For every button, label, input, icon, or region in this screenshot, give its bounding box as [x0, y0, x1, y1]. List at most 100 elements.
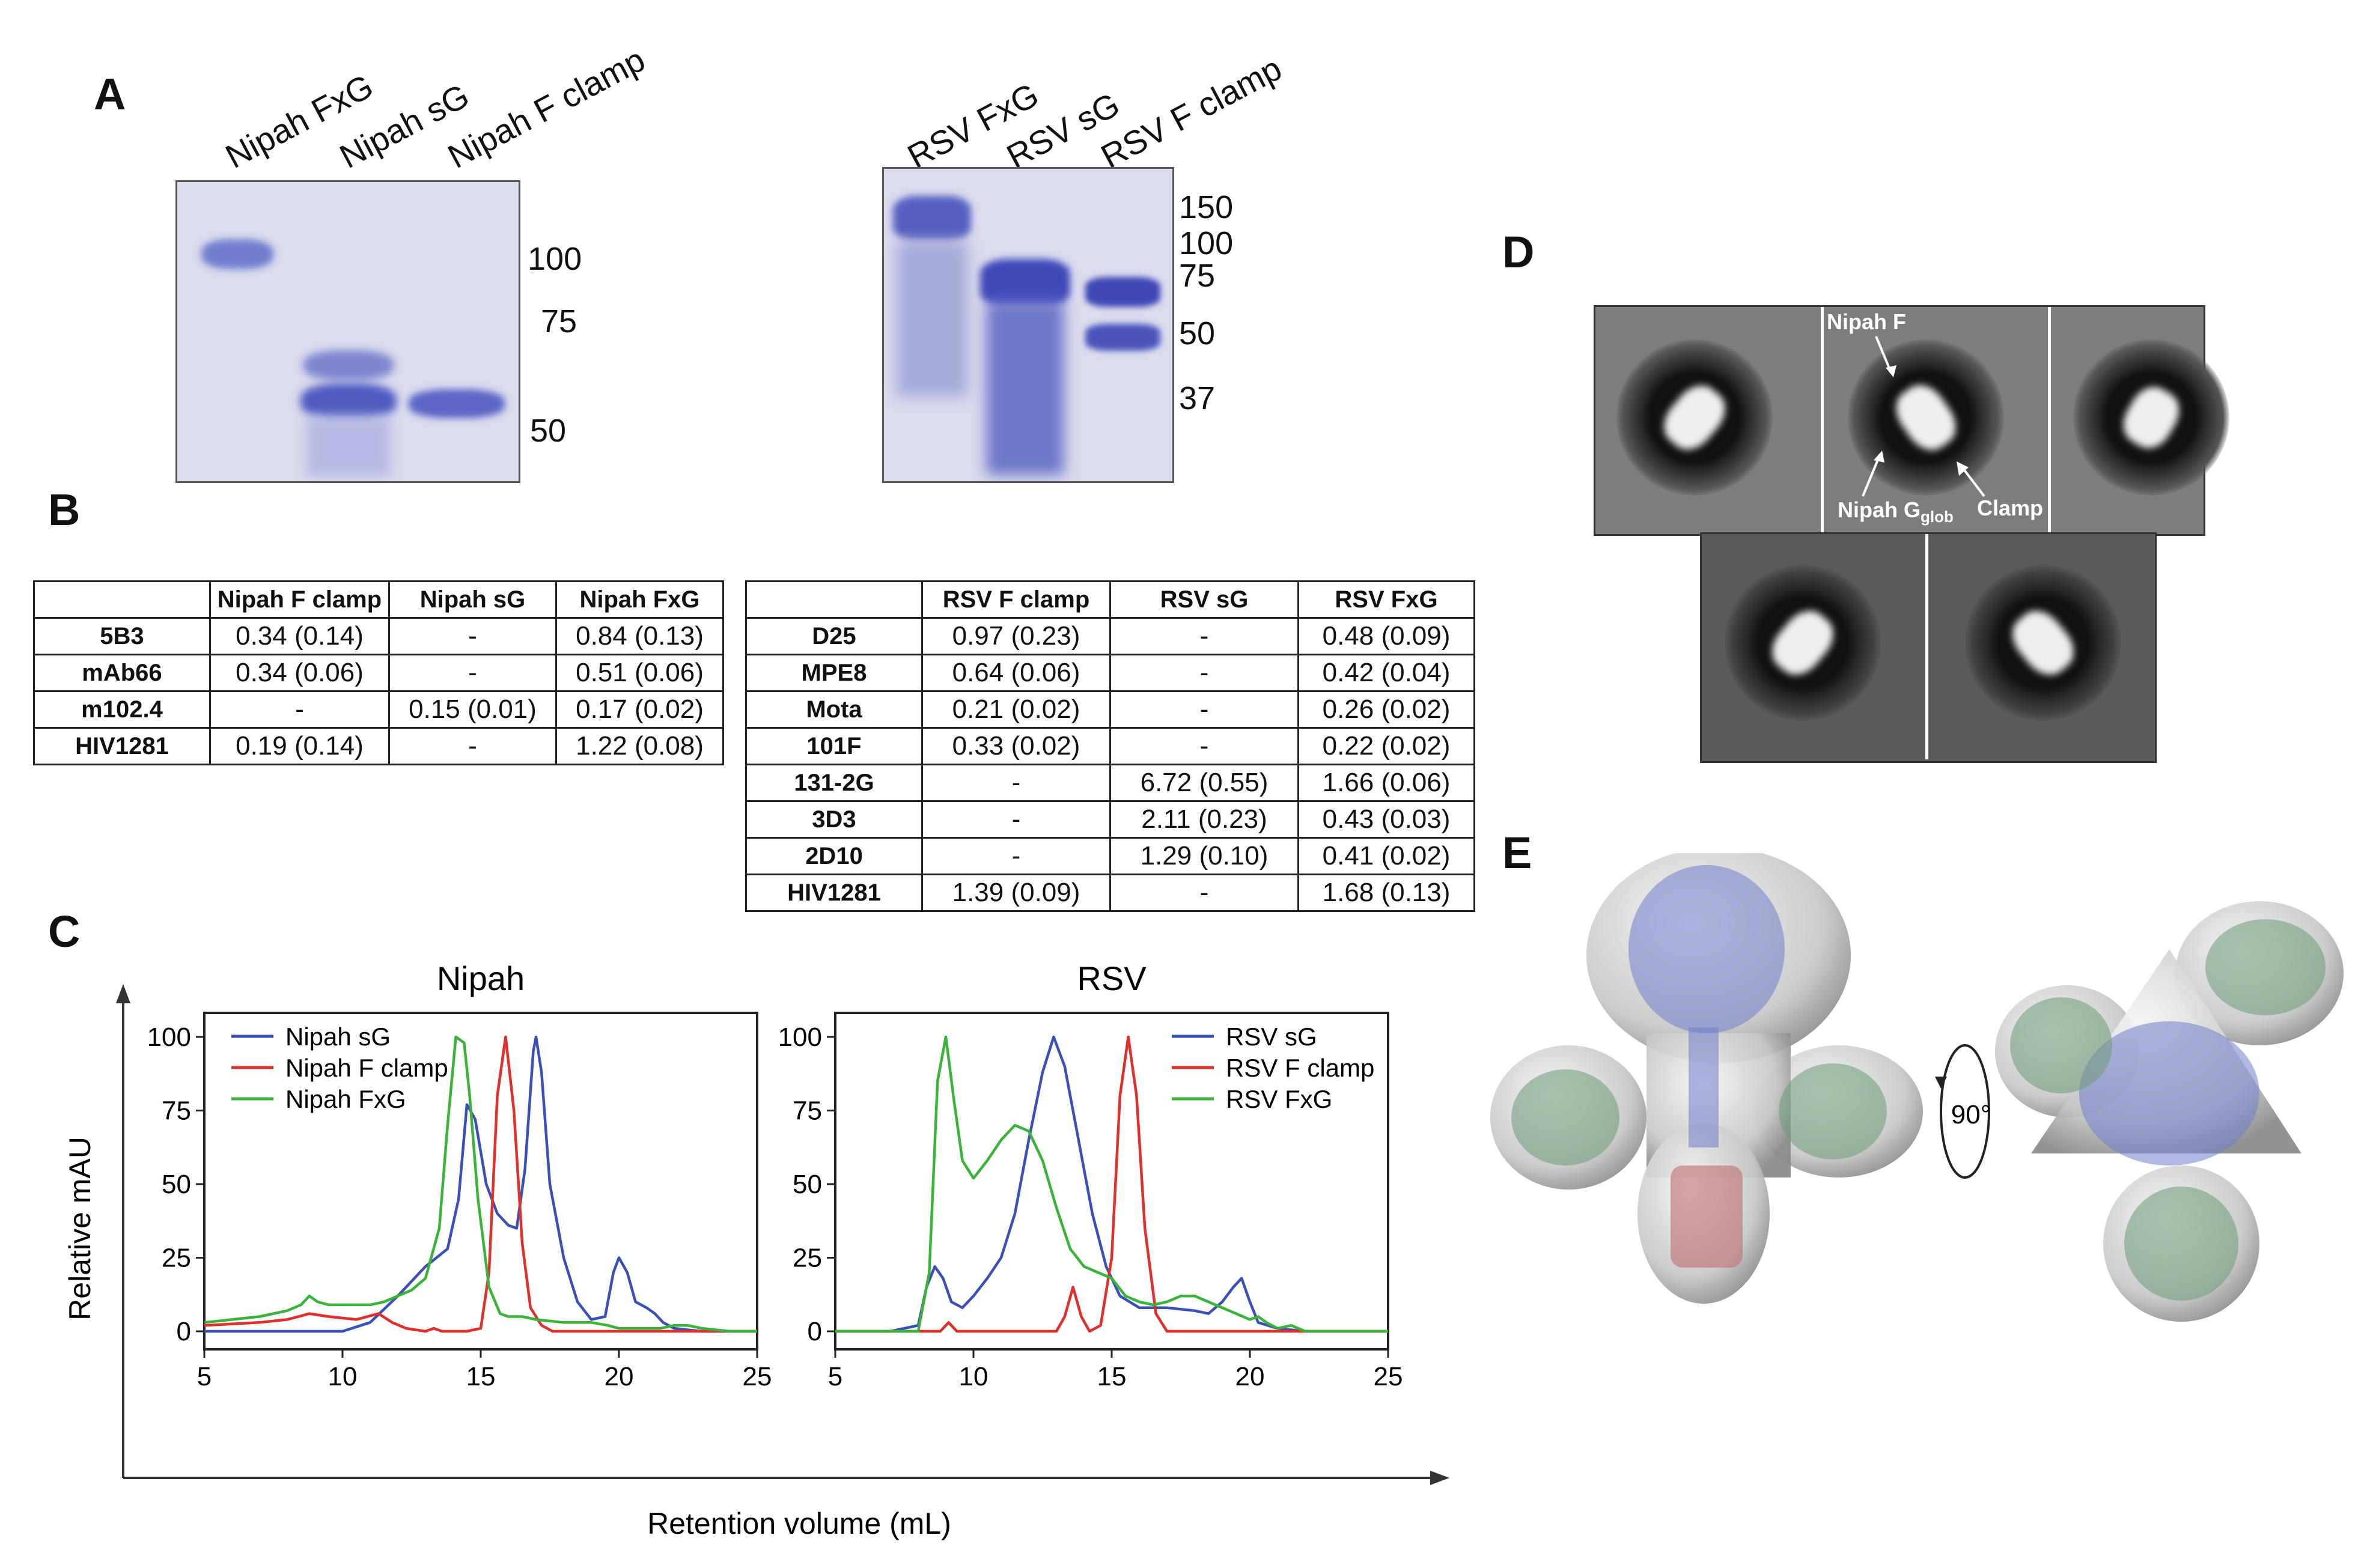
series-line-rsv-sg [835, 1035, 1388, 1333]
gel-rsv-mw-37: 37 [1179, 380, 1216, 416]
table-row-header: Mota [745, 690, 923, 729]
table-cell: 0.26 (0.02) [1297, 690, 1475, 729]
gel-band [409, 389, 505, 418]
y-tick-label: 0 [177, 1317, 191, 1346]
gel-smear [896, 241, 968, 397]
table-cell: 0.41 (0.02) [1297, 837, 1475, 875]
rotation-symbol: 90° [1935, 1044, 1991, 1179]
table-row: 2D10-1.29 (0.10) 0.41 (0.02) [745, 837, 1475, 875]
x-tick-label: 5 [197, 1362, 212, 1391]
series-line-nipah-sg [204, 1035, 757, 1333]
gel-rsv-mw-50: 50 [1179, 315, 1216, 351]
gel-rsv-mw-150: 150 [1179, 189, 1234, 225]
legend-label: RSV F clamp [1226, 1054, 1374, 1082]
x-tick-label: 25 [1374, 1362, 1403, 1391]
gel-nipah-mw-100: 100 [528, 241, 582, 277]
table-cell: - [1109, 874, 1299, 912]
x-tick-label: 5 [828, 1362, 842, 1391]
gel-smear [306, 416, 391, 476]
table-row: MPE8 0.64 (0.06) -0.42 (0.04) [745, 654, 1475, 692]
table-row-header: MPE8 [745, 654, 923, 692]
series-line-rsv-f-clamp [835, 1035, 1388, 1333]
protein-ribbon-stalk [1689, 1027, 1719, 1147]
y-tick-label: 100 [778, 1023, 822, 1052]
table-cell: 1.66 (0.06) [1297, 764, 1475, 802]
table-cell: - [921, 800, 1111, 839]
panel-label-b: B [48, 485, 81, 535]
table-row: 101F 0.33 (0.02) -0.22 (0.02) [745, 727, 1475, 765]
table-header-row: RSV F clamp RSV sG RSV FxG [745, 580, 1475, 619]
table-cell: 1.68 (0.13) [1297, 874, 1475, 912]
table-row-header: 131-2G [745, 764, 923, 802]
table-header-cell: RSV sG [1109, 580, 1299, 619]
gel-band [1085, 277, 1160, 307]
table-row-header: 3D3 [745, 800, 923, 839]
x-tick-label: 25 [743, 1362, 772, 1391]
table-cell: 1.39 (0.09) [921, 874, 1111, 912]
table-row-header: HIV1281 [33, 727, 211, 765]
table-cell: 0.17 (0.02) [555, 690, 724, 729]
gel-band [300, 383, 397, 419]
table-row: 3D3-2.11 (0.23) 0.43 (0.03) [745, 800, 1475, 839]
gel-rsv-mw-75: 75 [1179, 258, 1216, 294]
table-cell: - [1109, 727, 1299, 765]
arrow-head [1957, 461, 1969, 476]
table-cell: 0.43 (0.03) [1297, 800, 1475, 839]
gel-nipah [175, 180, 520, 483]
table-header-row: Nipah F clamp Nipah sG Nipah FxG [33, 580, 724, 619]
gel-band [893, 196, 971, 241]
legend-label: Nipah FxG [285, 1085, 406, 1113]
em-label-clamp: Clamp [1977, 496, 2044, 520]
table-cell: 2.11 (0.23) [1109, 800, 1299, 839]
em-label-nipah-g-text: Nipah G [1838, 497, 1921, 522]
table-cell: - [388, 617, 557, 655]
outer-x-arrow [1430, 1471, 1449, 1485]
table-cell: 0.22 (0.02) [1297, 727, 1475, 765]
gel-rsv-lane-3-label: RSV F clamp [1094, 49, 1288, 176]
protein-ribbon-g-3 [2124, 1187, 2238, 1301]
outer-y-arrow [116, 984, 130, 1003]
table-row: 131-2G -6.72 (0.55) 1.66 (0.06) [745, 764, 1475, 802]
y-tick-label: 50 [793, 1170, 822, 1199]
arrow-head [1886, 365, 1896, 377]
y-tick-label: 25 [793, 1244, 822, 1273]
binding-table-rsv: RSV F clamp RSV sG RSV FxG D25 0.97 (0.23… [745, 580, 1475, 912]
chart-nipah: Nipah 5 10 15 20 25 0 25 50 75 100 Nipah sG Nipah F… [147, 959, 772, 1391]
table-row: mAb66 0.34 (0.06) - 0.51 (0.06) [33, 654, 724, 692]
y-tick-label: 100 [147, 1023, 191, 1052]
table-header-cell [745, 580, 923, 619]
rotation-label: 90° [1951, 1100, 1991, 1129]
gel-band [1085, 324, 1160, 351]
table-cell: - [1109, 654, 1299, 692]
em-label-nipah-g-subscript: glob [1921, 508, 1954, 526]
y-tick-label: 50 [162, 1170, 191, 1199]
table-cell: 0.15 (0.01) [388, 690, 557, 729]
table-cell: 0.34 (0.14) [209, 617, 390, 655]
em-arrows [1862, 336, 1985, 497]
table-row-header: m102.4 [33, 690, 211, 729]
binding-table-nipah: Nipah F clamp Nipah sG Nipah FxG 5B3 0.3… [33, 580, 724, 765]
table-row: HIV1281 1.39 (0.09) -1.68 (0.13) [745, 874, 1475, 912]
table-header-cell: Nipah FxG [555, 580, 724, 619]
panel-label-d: D [1502, 227, 1535, 277]
panel-label-c: C [48, 907, 81, 956]
table-row: 5B3 0.34 (0.14) - 0.84 (0.13) [33, 617, 724, 655]
legend-label: RSV sG [1226, 1023, 1317, 1051]
x-tick-label: 10 [959, 1362, 988, 1391]
protein-ribbon-g-2 [2010, 997, 2112, 1093]
y-tick-label: 75 [162, 1096, 191, 1126]
table-row-header: mAb66 [33, 654, 211, 692]
y-tick-label: 25 [162, 1244, 191, 1273]
protein-ribbon-g-left [1511, 1069, 1619, 1165]
table-row-header: 101F [745, 727, 923, 765]
table-cell: 1.29 (0.10) [1109, 837, 1299, 875]
legend-label: Nipah F clamp [285, 1054, 448, 1082]
gel-band [980, 259, 1070, 307]
em-divider [1821, 307, 1824, 532]
table-row-header: HIV1281 [745, 874, 923, 912]
table-header-cell: Nipah sG [388, 580, 557, 619]
table-cell: 6.72 (0.55) [1109, 764, 1299, 802]
gel-rsv [882, 167, 1174, 483]
rotation-ellipse [1940, 1044, 1990, 1179]
table-row-header: D25 [745, 617, 923, 655]
